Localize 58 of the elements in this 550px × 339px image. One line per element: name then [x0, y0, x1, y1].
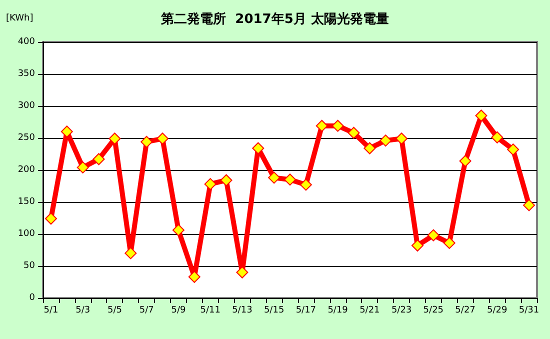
point [475, 110, 488, 122]
y-tick-label: 250 [18, 133, 36, 143]
y-tick-label: 100 [18, 229, 36, 239]
point [124, 247, 137, 260]
x-tick-label: 5/23 [391, 306, 412, 316]
point [284, 174, 296, 186]
point [411, 240, 424, 252]
x-tick-label: 5/13 [232, 306, 252, 316]
y-axis-title: [KWh] [6, 14, 34, 24]
point [204, 178, 216, 190]
x-tick-label: 5/11 [200, 306, 220, 316]
y-tick-label: 400 [18, 37, 36, 47]
point [236, 266, 248, 278]
point [188, 270, 200, 283]
point [60, 126, 73, 138]
x-tick-label: 5/19 [328, 306, 348, 316]
point [316, 120, 328, 132]
point [220, 174, 232, 186]
point [172, 224, 184, 236]
point [507, 144, 520, 156]
point [332, 120, 344, 132]
y-tick-label: 200 [18, 165, 36, 175]
point [44, 212, 57, 225]
x-tick-label: 5/9 [171, 306, 186, 316]
point [380, 134, 392, 147]
x-tick-label: 5/5 [107, 306, 122, 316]
y-tick-label: 350 [18, 69, 36, 79]
point [140, 136, 153, 148]
point [300, 178, 312, 191]
point [396, 132, 408, 145]
point [364, 142, 376, 154]
y-tick-label: 0 [29, 293, 36, 303]
x-tick-label: 5/17 [296, 306, 316, 316]
x-tick-label: 5/15 [264, 306, 284, 316]
chart-title: 第二発電所 2017年5月 太陽光発電量 [160, 11, 389, 27]
x-tick-label: 5/7 [139, 306, 154, 316]
point [268, 172, 280, 184]
x-tick-label: 5/29 [487, 306, 508, 316]
point [252, 142, 264, 154]
x-tick-label: 5/1 [44, 306, 58, 316]
point [443, 236, 456, 249]
x-tick-label: 5/25 [423, 306, 444, 316]
point [156, 132, 169, 145]
point [92, 153, 105, 166]
x-tick-label: 5/31 [518, 306, 540, 316]
point [108, 132, 121, 145]
point [427, 229, 440, 242]
point [76, 161, 89, 174]
point [523, 199, 536, 212]
point [348, 126, 360, 139]
x-tick-label: 5/3 [76, 306, 90, 316]
point [459, 155, 472, 168]
y-tick-label: 50 [24, 261, 36, 271]
point [491, 131, 504, 144]
x-tick-label: 5/27 [455, 306, 476, 316]
y-tick-label: 150 [18, 197, 36, 207]
x-tick-label: 5/21 [360, 306, 380, 316]
y-tick-label: 300 [18, 101, 36, 111]
